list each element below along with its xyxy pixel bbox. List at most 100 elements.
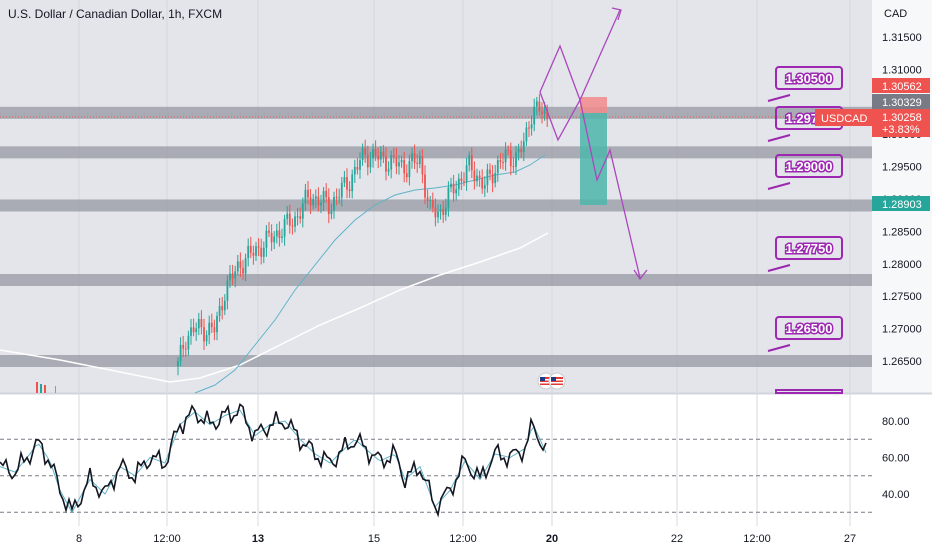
candle-body [320,202,322,206]
callout-4[interactable]: 1.26500 [767,316,843,352]
candle-body [262,247,265,257]
high-price-tag-bg [872,78,930,93]
callout-box-2[interactable] [775,154,843,178]
candle-body [291,225,294,227]
candle-body [242,267,244,274]
candle-body [249,245,252,253]
us-flag-event-icon-2[interactable] [548,372,566,390]
candle-body [187,335,190,350]
stop-loss-box[interactable] [580,97,607,113]
indicator-axis[interactable] [872,395,932,526]
indicator-panel[interactable] [0,395,872,526]
candle-body [494,173,497,184]
candle-body [304,189,307,204]
oscillator-axis-ticks: 80.00 60.00 40.00 [882,416,910,501]
zone-band-4[interactable] [0,355,872,367]
candle-body [197,319,200,329]
candle-body [327,197,330,215]
candle-body [400,159,403,163]
osc-tick-0: 80.00 [882,416,910,428]
callout-box-4[interactable] [775,316,843,340]
callout-partial [775,389,843,394]
callout-label-3: 1.27750 [786,241,833,256]
take-profit-box[interactable] [580,113,607,205]
candle-body [255,246,257,256]
change-percent-tag: +3.83% [882,124,920,136]
candle-body [398,162,400,167]
candle-body [470,155,473,171]
symbol-tag-bg [815,109,872,126]
bullish-projection[interactable] [539,9,621,102]
candle-body [372,148,374,159]
candle-body [299,216,302,219]
osc-tick-2: 40.00 [882,489,910,501]
candle-body [418,155,421,164]
candle-body [379,151,382,160]
callout-2[interactable]: 1.29000 [767,154,843,190]
candle-body [322,190,325,203]
candle-body [496,160,499,174]
time-label-2: 13 [252,533,264,545]
zone-band-3[interactable] [0,274,872,286]
callout-box-3[interactable] [775,236,843,260]
callout-3[interactable]: 1.27750 [767,236,843,272]
time-axis[interactable]: 8 12:00 13 15 12:00 20 22 12:00 27 [76,533,856,545]
candle-body [515,152,517,167]
candle-body [301,203,304,219]
price-tick-6: 1.28500 [882,226,922,238]
bearish-projection[interactable] [539,91,641,279]
candle-body [535,101,538,107]
volume-bars [36,382,56,393]
zone-band-1[interactable] [0,146,872,159]
callout-0[interactable]: 1.30500 [767,66,843,102]
candle-body [353,166,356,175]
zone-band-0[interactable] [0,106,872,119]
price-tick-7: 1.28000 [882,259,922,271]
candle-body [429,200,432,202]
candle-body [442,209,445,215]
low-price-tag-bg [872,196,930,211]
time-label-6: 22 [671,533,683,545]
time-label-4: 12:00 [449,533,477,545]
candle-body [182,344,185,349]
price-tick-10: 1.26500 [882,356,922,368]
candle-body [411,153,413,162]
candle-body [226,280,229,301]
price-panel[interactable] [0,0,872,393]
candle-body [273,236,276,243]
candle-body [203,327,205,342]
candle-body [408,161,411,178]
candle-body [489,169,491,174]
candle-body [257,246,260,248]
candle-body [275,230,278,237]
candle-body [541,111,543,115]
candle-body [364,147,367,155]
candle-body [504,149,507,163]
candle-body [205,335,208,342]
candle-body [317,196,320,206]
candle-body [468,155,471,166]
zone-band-2[interactable] [0,199,872,212]
candle-body [265,230,268,248]
candle-body [190,327,192,336]
time-label-3: 15 [368,533,380,545]
candle-body [252,252,255,256]
last-price-tag: 1.30258 [882,112,922,124]
candle-body [444,207,447,215]
candle-body [450,183,452,188]
callout-box-0[interactable] [775,66,843,90]
price-tick-8: 1.27500 [882,291,922,303]
candle-body [382,151,385,157]
candle-body [330,210,333,215]
candle-body [460,178,463,182]
candle-body [366,154,369,168]
chart-title[interactable]: U.S. Dollar / Canadian Dollar, 1h, FXCM [8,7,223,21]
candle-body [288,213,291,226]
candle-body [457,178,460,190]
candle-body [296,216,299,218]
candle-body [286,213,289,219]
bearish-arrowhead [633,269,648,281]
candle-body [281,236,283,239]
